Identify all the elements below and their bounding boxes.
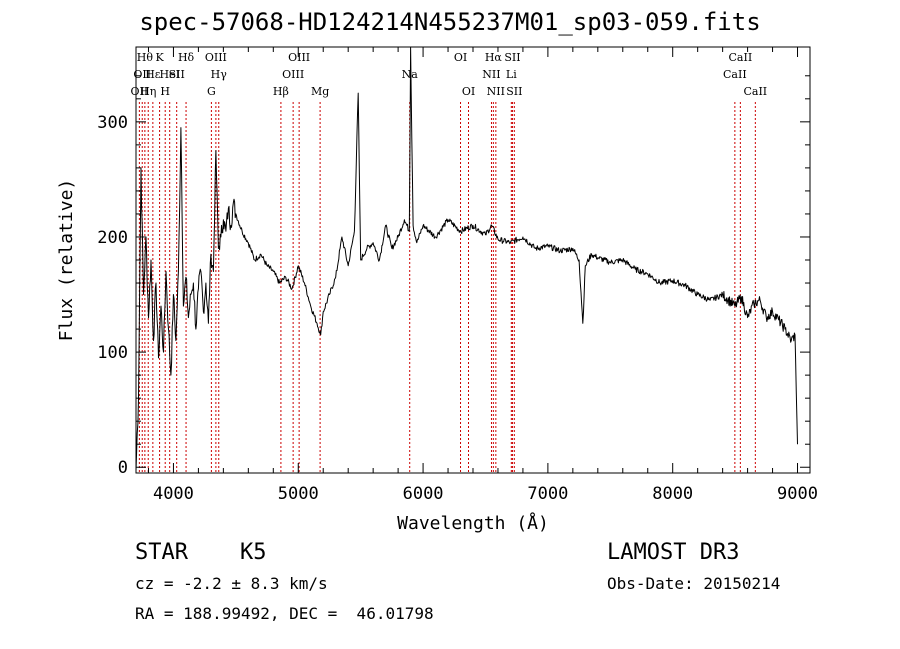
line-marker-label: Hβ: [273, 85, 289, 98]
line-marker-label: Hθ: [137, 51, 154, 64]
y-tick-label: 0: [118, 458, 128, 478]
redshift-value: cz = -2.2 ± 8.3 km/s: [135, 574, 328, 593]
line-marker-label: Li: [506, 68, 517, 81]
spectrum-line: [135, 46, 798, 471]
line-marker-label: Hη: [140, 85, 156, 98]
line-marker-label: Hε: [145, 68, 161, 81]
spectrum-series: [135, 46, 798, 471]
line-marker-label: CaII: [743, 85, 767, 98]
line-marker-label: Hδ: [178, 51, 195, 64]
y-tick-label: 200: [97, 228, 128, 248]
line-marker-label: SII: [169, 68, 185, 81]
line-marker-label: OI: [462, 85, 475, 98]
line-marker-label: SII: [504, 51, 520, 64]
line-marker-label: OII: [131, 85, 149, 98]
x-tick-label: 6000: [403, 484, 444, 504]
chart-title: spec-57068-HD124214N455237M01_sp03-059.f…: [139, 8, 761, 36]
y-tick-label: 100: [97, 343, 128, 363]
line-marker-label: H: [160, 85, 170, 98]
x-tick-label: 5000: [278, 484, 319, 504]
line-marker-label: HeI: [159, 68, 179, 81]
survey-name: LAMOST DR3: [607, 540, 740, 565]
object-class: STAR: [135, 540, 188, 565]
y-tick-label: 300: [97, 113, 128, 133]
line-marker-label: Mg: [311, 85, 329, 98]
x-tick-label: 9000: [777, 484, 818, 504]
line-marker-label: OI: [454, 51, 467, 64]
line-marker-label: CaII: [723, 68, 747, 81]
line-marker-label: CaII: [729, 51, 753, 64]
line-markers: OIIOIIHθHηHεKHHeISIIHδGOIIIHγHβOIIIOIIIM…: [131, 51, 767, 473]
plot-frame: [135, 46, 811, 474]
y-axis-label: Flux (relative): [56, 179, 77, 342]
x-tick-label: 8000: [652, 484, 693, 504]
line-marker-label: OIII: [282, 68, 304, 81]
coordinates: RA = 188.99492, DEC = 46.01798: [135, 604, 434, 623]
line-marker-label: Hγ: [211, 68, 228, 81]
line-marker-label: NII: [487, 85, 505, 98]
line-marker-label: OII: [133, 68, 151, 81]
line-marker-label: SII: [506, 85, 522, 98]
x-tick-label: 7000: [527, 484, 568, 504]
line-marker-label: OIII: [205, 51, 227, 64]
x-tick-label: 4000: [153, 484, 194, 504]
line-marker-label: G: [207, 85, 216, 98]
axes: 4000 5000 6000 7000 8000 9000 0 100 200 300: [97, 47, 818, 504]
line-marker-label: OIII: [288, 51, 310, 64]
x-axis-label: Wavelength (Å): [397, 512, 549, 534]
line-marker-label: Hα: [485, 51, 503, 64]
line-marker-label: NII: [482, 68, 500, 81]
line-marker-label: K: [155, 51, 164, 64]
observation-date: Obs-Date: 20150214: [607, 574, 781, 593]
spectral-subclass: K5: [240, 540, 267, 565]
